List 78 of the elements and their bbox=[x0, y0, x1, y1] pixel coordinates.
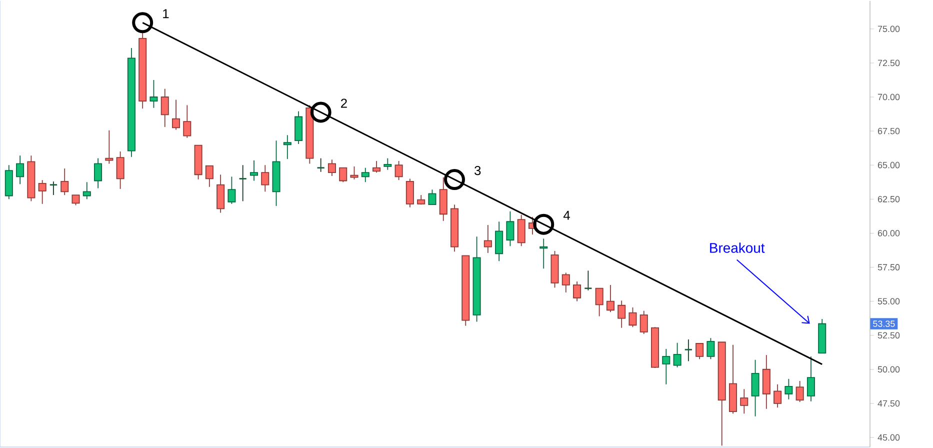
candlestick bbox=[595, 288, 604, 317]
candlestick bbox=[662, 348, 670, 385]
candlestick bbox=[640, 310, 648, 334]
candlestick bbox=[116, 151, 124, 190]
candlestick bbox=[350, 166, 358, 180]
candlestick bbox=[238, 164, 248, 202]
candlestick bbox=[506, 210, 514, 247]
candlestick bbox=[796, 380, 804, 403]
candlestick bbox=[205, 165, 214, 188]
candlestick bbox=[618, 300, 626, 328]
candlestick bbox=[72, 194, 80, 206]
annotation: 1 bbox=[163, 9, 169, 18]
candlestick bbox=[606, 284, 614, 313]
candlestick bbox=[228, 176, 236, 204]
point bbox=[444, 169, 465, 190]
y-tick-label: 75.00 bbox=[878, 26, 900, 32]
candlestick bbox=[82, 182, 91, 200]
candlestick bbox=[60, 168, 69, 196]
point bbox=[132, 12, 154, 34]
candlestick bbox=[706, 338, 715, 360]
candlestick bbox=[339, 167, 348, 183]
y-tick-label: 52.50 bbox=[878, 332, 900, 339]
candlestick bbox=[294, 110, 303, 144]
y-tick-label: 60.00 bbox=[878, 230, 900, 236]
candlestick bbox=[740, 388, 748, 414]
candlestick bbox=[684, 338, 693, 362]
annotation: 4 bbox=[563, 210, 570, 220]
candlestick bbox=[784, 378, 793, 400]
text: 53.35 bbox=[873, 320, 895, 327]
candlestick bbox=[806, 356, 815, 402]
point bbox=[310, 102, 332, 123]
candlestick bbox=[562, 272, 570, 293]
candlestick bbox=[261, 164, 270, 192]
candlestick bbox=[484, 224, 492, 254]
point bbox=[533, 214, 554, 235]
candlestick bbox=[372, 160, 381, 174]
annotation: 3 bbox=[474, 166, 481, 176]
y-tick-label: 57.50 bbox=[878, 264, 900, 270]
candlestick bbox=[16, 155, 24, 185]
y-tick-label: 67.50 bbox=[878, 128, 900, 134]
y-tick-label: 55.00 bbox=[878, 298, 900, 304]
candlestick bbox=[160, 88, 169, 128]
candlestick bbox=[183, 104, 192, 138]
candlestick bbox=[517, 214, 526, 247]
candlestick bbox=[150, 80, 158, 108]
annotation: Breakout bbox=[710, 242, 765, 253]
candlestick bbox=[384, 158, 392, 170]
candlestick bbox=[394, 160, 403, 181]
candlestick bbox=[38, 180, 46, 204]
candlestick bbox=[216, 174, 225, 214]
y-tick-label: 47.50 bbox=[878, 400, 900, 407]
candlestick bbox=[696, 343, 704, 360]
candlestick bbox=[283, 134, 292, 160]
candlestick bbox=[495, 221, 504, 262]
candlestick bbox=[105, 130, 114, 164]
y-tick-label: 70.00 bbox=[878, 94, 900, 100]
candlestick bbox=[316, 158, 326, 172]
candlestick bbox=[328, 159, 336, 176]
candlestick bbox=[540, 238, 548, 270]
candlestick bbox=[584, 270, 592, 291]
candlestick bbox=[774, 384, 782, 408]
y-tick-label: 72.50 bbox=[878, 60, 900, 66]
candlestick bbox=[361, 167, 370, 183]
y-tick-label: 50.00 bbox=[878, 366, 900, 373]
candlestick bbox=[94, 158, 102, 189]
candlestick bbox=[250, 160, 258, 182]
candlestick bbox=[751, 359, 760, 417]
candlestick bbox=[628, 306, 637, 328]
candlestick bbox=[573, 281, 582, 302]
y-tick-label: 45.00 bbox=[878, 434, 900, 441]
y-tick-label: 62.50 bbox=[878, 196, 900, 202]
candlestick bbox=[49, 180, 58, 196]
y-tick-label: 65.00 bbox=[878, 162, 900, 168]
candlestick bbox=[406, 178, 414, 208]
candlestick bbox=[172, 99, 180, 130]
candlestick bbox=[673, 342, 682, 368]
candlestick bbox=[428, 189, 436, 206]
annotation: 2 bbox=[341, 98, 347, 108]
